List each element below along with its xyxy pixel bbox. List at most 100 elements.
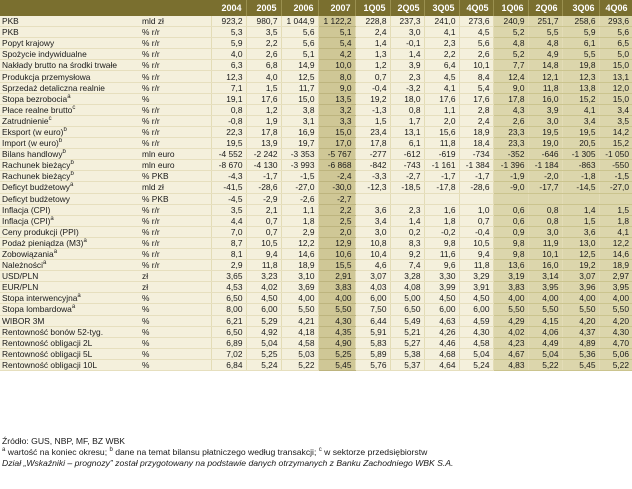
value-cell: 3,3 <box>317 115 355 127</box>
value-cell <box>423 193 459 205</box>
value-cell: 2,2 <box>423 48 459 61</box>
value-cell: 1,4 <box>389 215 424 227</box>
row-label-text: Rentowność obligacji 2L <box>2 337 93 348</box>
row-label: Deficyt budżetowya <box>0 181 140 194</box>
value-cell: 3,0 <box>389 26 424 39</box>
table-row: Należnościa% r/r 2,9 11,8 18,9 15,5 4,6 7,4 9,6… <box>0 259 632 272</box>
value-cell: 5,38 <box>389 348 424 360</box>
value-cell: 4,03 <box>354 281 390 294</box>
table-row: Bilans handlowyb mln euro -4 552 -2 242 -3 3… <box>0 148 632 161</box>
value-cell: 14,2 <box>598 126 632 139</box>
value-cell: -5 767 <box>317 148 355 161</box>
row-label: Rentowność obligacji 10L <box>0 359 140 372</box>
value-cell: 17,6 <box>423 93 459 105</box>
row-label: Inflacja (CPI) <box>0 204 140 216</box>
row-label: Nakłady brutto na środki trwałe <box>0 59 140 72</box>
value-cell: 4,63 <box>423 315 459 327</box>
value-cell: 12,0 <box>598 82 632 94</box>
footnote-marker: a <box>77 293 81 300</box>
row-unit: % <box>140 315 211 327</box>
value-cell: 2,2 <box>317 204 355 216</box>
value-cell: 3,6 <box>561 226 599 238</box>
value-cell: 23,3 <box>492 137 528 150</box>
table-row: Deficyt budżetowya mld zł -41,5 -28,6 -27,0-… <box>0 181 632 194</box>
value-cell: 2,9 <box>210 259 246 272</box>
value-cell: 3,23 <box>245 270 281 283</box>
value-cell: -3,2 <box>389 82 424 94</box>
value-cell: 5,89 <box>354 348 390 360</box>
row-label: USD/PLN <box>0 270 140 283</box>
value-cell: -4,5 <box>210 193 246 205</box>
column-header-4q06: 4Q06 <box>599 0 632 16</box>
value-cell: 2,97 <box>598 270 632 283</box>
row-label-text: PKB <box>2 27 19 38</box>
footnote-marker: a <box>50 215 54 222</box>
value-cell <box>354 193 390 205</box>
footnote-marker: a <box>67 93 71 100</box>
value-cell: 4,50 <box>245 292 281 305</box>
row-label-text: Nakłady brutto na środki trwałe <box>2 60 117 71</box>
row-unit: % <box>140 326 211 338</box>
value-cell: 4,2 <box>317 48 355 61</box>
row-label-text: EUR/PLN <box>2 282 39 293</box>
value-cell: 2,1 <box>245 204 281 216</box>
value-cell: -1,8 <box>561 170 599 183</box>
row-label: Należnościa <box>0 259 140 272</box>
table-row: Podaż pieniądza (M3)a% r/r 8,7 10,5 12,2 12,… <box>0 237 632 249</box>
value-cell: 4,0 <box>245 70 281 83</box>
row-unit: % <box>140 337 211 349</box>
value-cell: 17,8 <box>492 93 528 105</box>
value-cell: 6,00 <box>423 303 459 316</box>
value-cell: 8,0 <box>317 70 355 83</box>
value-cell: -1,5 <box>280 170 318 183</box>
value-cell: 4,1 <box>423 26 459 39</box>
value-cell: 3,95 <box>527 281 562 294</box>
value-cell: 0,6 <box>492 204 528 216</box>
value-cell: 5,22 <box>280 359 318 372</box>
row-label-text: Sprzedaż detaliczna realnie <box>2 82 105 93</box>
value-cell: 6,00 <box>245 303 281 316</box>
table-row: WIBOR 3M% 6,21 5,29 4,21 4,30 6,44 5,49 4,63 4,5… <box>0 315 632 327</box>
row-unit: % r/r <box>140 226 211 238</box>
row-unit: % r/r <box>140 59 211 72</box>
table-row: Sprzedaż detaliczna realnie% r/r 7,1 1,5 11… <box>0 82 632 94</box>
value-cell: 3,69 <box>280 281 318 294</box>
value-cell: -0,4 <box>354 82 390 94</box>
row-unit: % <box>140 292 211 305</box>
table-row: Popyt krajowy% r/r 5,9 2,2 5,6 5,4 1,4 -0,1 2,3… <box>0 37 632 50</box>
footnote-marker: a <box>53 249 58 256</box>
value-cell: 4,06 <box>527 326 562 338</box>
table-row: Stopa lombardowaa% 8,00 6,00 5,50 5,50 7,50 6,… <box>0 303 632 316</box>
value-cell: 19,2 <box>354 93 390 105</box>
value-cell: 18,9 <box>280 259 318 272</box>
value-cell: -842 <box>354 159 390 172</box>
value-cell: 3,4 <box>561 115 599 127</box>
footnote-text: w sektorze przedsiębiorstw <box>321 447 428 457</box>
value-cell: 2,4 <box>354 26 390 39</box>
value-cell: 4,58 <box>280 337 318 349</box>
value-cell: 15,0 <box>280 93 318 105</box>
value-cell: 5,06 <box>598 348 632 360</box>
value-cell: 8,3 <box>389 237 424 249</box>
value-cell: 5,49 <box>389 315 424 327</box>
value-cell: 237,3 <box>389 16 424 28</box>
value-cell: 19,5 <box>210 137 246 150</box>
value-cell: 5,24 <box>245 359 281 372</box>
footnote-marker: b <box>70 171 74 178</box>
value-cell: -1,7 <box>458 170 493 183</box>
value-cell: 241,0 <box>423 16 459 28</box>
value-cell: 2,6 <box>458 48 493 61</box>
value-cell: 17,0 <box>317 137 355 150</box>
row-label: Spożycie indywidualne <box>0 48 140 61</box>
value-cell: 2,6 <box>245 48 281 61</box>
value-cell: 5,04 <box>458 348 493 360</box>
row-label: Produkcja przemysłowa <box>0 70 140 83</box>
row-label-text: Deficyt budżetowy <box>2 193 70 204</box>
value-cell: -3 353 <box>280 148 318 161</box>
value-cell: -1 396 <box>492 159 528 172</box>
row-label-text: Rentowność obligacji 10L <box>2 359 97 370</box>
value-cell: 18,9 <box>598 259 632 272</box>
value-cell: 273,6 <box>458 16 493 28</box>
column-header-2q05: 2Q05 <box>390 0 425 16</box>
credit-note: Dział „Wskaźniki – prognozy” został przy… <box>2 458 454 468</box>
